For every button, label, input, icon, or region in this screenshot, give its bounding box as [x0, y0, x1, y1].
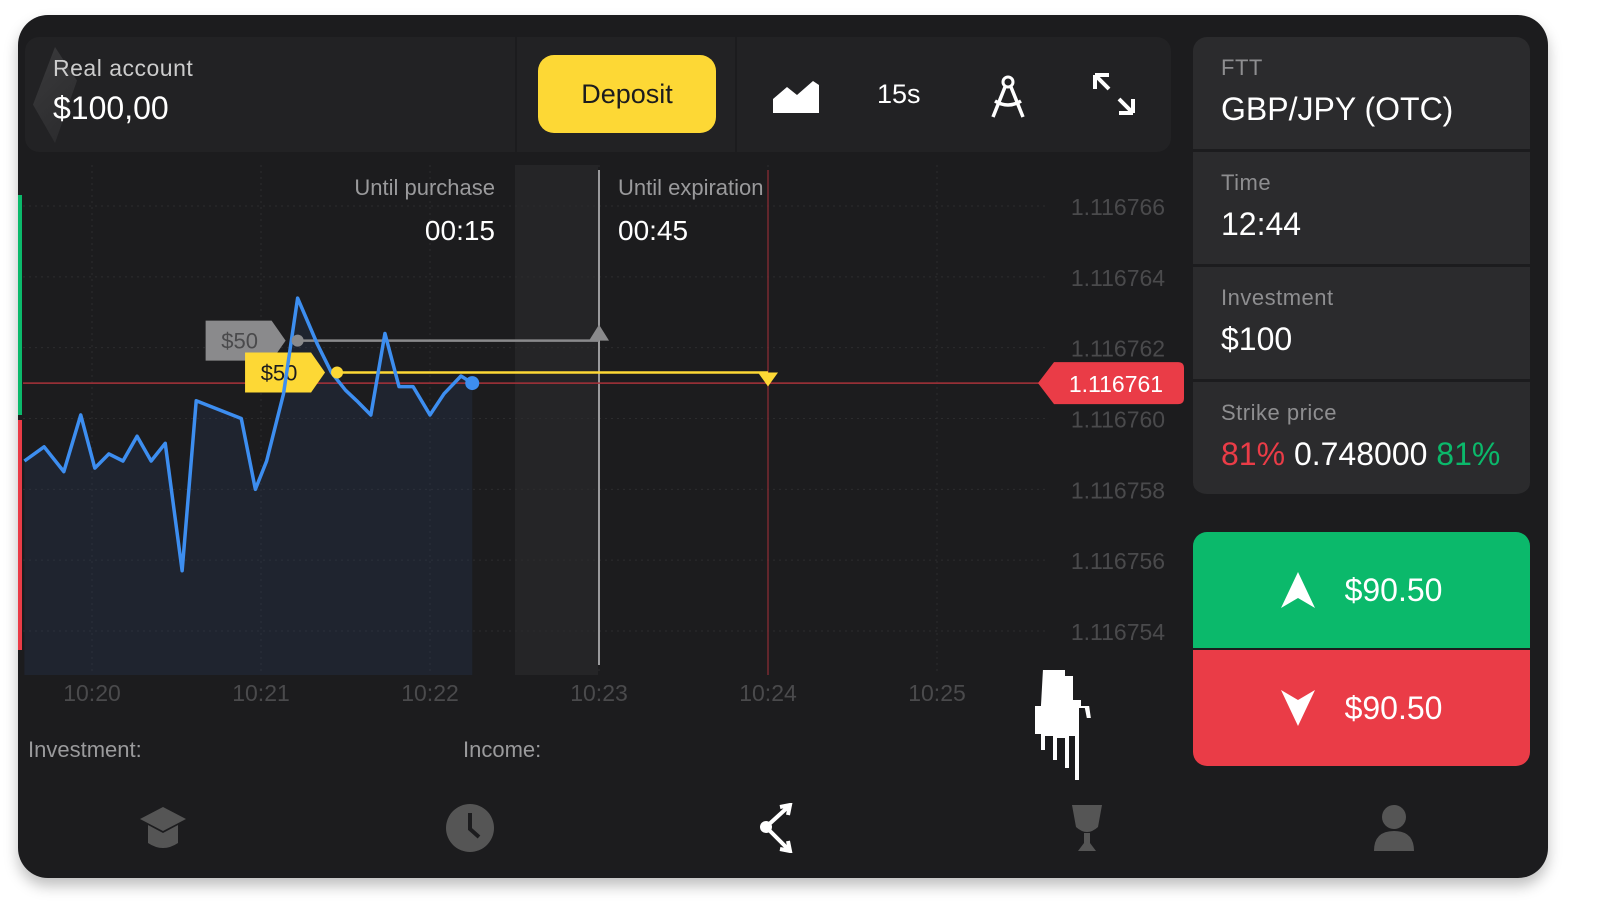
- until-purchase-label: Until purchase: [354, 175, 495, 200]
- time-field[interactable]: Time 12:44: [1193, 152, 1530, 267]
- y-tick-label: 1.116756: [1071, 548, 1165, 574]
- top-bar: Real account $100,00 Deposit 15s: [25, 37, 1171, 152]
- investment-value: $100: [1221, 321, 1293, 357]
- x-tick-label: 10:22: [401, 680, 459, 706]
- strike-label: Strike price: [1221, 400, 1338, 425]
- strike-value: 0.748000: [1293, 436, 1428, 472]
- x-tick-label: 10:25: [908, 680, 966, 706]
- y-tick-label: 1.116758: [1071, 477, 1165, 503]
- divider: [735, 37, 737, 152]
- share-icon[interactable]: [758, 803, 798, 853]
- account-selector[interactable]: Real account $100,00: [53, 55, 193, 127]
- until-expiration-timer: 00:45: [618, 215, 689, 246]
- purchase-zone: [515, 165, 598, 675]
- x-tick-label: 10:21: [232, 680, 290, 706]
- investment-label: Investment: [1221, 285, 1334, 310]
- income-summary-label: Income:: [463, 737, 542, 762]
- current-price-label: 1.116761: [1069, 371, 1163, 397]
- current-price-badge: [1038, 362, 1184, 405]
- until-expiration-label: Until expiration: [618, 175, 764, 200]
- trade-open-dot: [331, 366, 344, 379]
- time-value: 12:44: [1221, 206, 1302, 242]
- payout-up: 81%: [1436, 436, 1501, 472]
- compass-icon[interactable]: [989, 73, 1027, 119]
- down-amount: $90.50: [1344, 689, 1443, 726]
- area-chart-icon[interactable]: [773, 77, 819, 113]
- down-volume-bar: [18, 420, 22, 650]
- trade-open-dot: [291, 334, 304, 347]
- price-line: [23, 296, 474, 573]
- y-tick-label: 1.116762: [1071, 336, 1165, 362]
- x-tick-label: 10:23: [570, 680, 628, 706]
- price-area: [24, 298, 473, 675]
- arrow-down-icon: [1280, 690, 1315, 726]
- clock-icon[interactable]: [445, 803, 495, 853]
- trading-app: 1.116766 1.116764 1.116762 1.116760 1.116758…: [18, 15, 1548, 878]
- buy-down-button[interactable]: $90.50: [1193, 650, 1530, 766]
- y-tick-label: 1.116760: [1071, 407, 1165, 433]
- x-tick-label: 10:24: [739, 680, 797, 706]
- timeframe-button[interactable]: 15s: [877, 79, 921, 109]
- trade-tag: [205, 320, 286, 361]
- price-chart[interactable]: 1.116766 1.116764 1.116762 1.116760 1.116758…: [18, 15, 1548, 715]
- y-tick-label: 1.116754: [1071, 619, 1165, 645]
- y-tick-label: 1.116766: [1071, 194, 1165, 220]
- up-volume-bar: [18, 195, 22, 415]
- payout-down: 81%: [1221, 436, 1286, 472]
- investment-field[interactable]: Investment $100: [1193, 267, 1530, 382]
- up-amount: $90.50: [1344, 571, 1443, 608]
- deposit-button[interactable]: Deposit: [538, 55, 716, 133]
- asset-name: GBP/JPY (OTC): [1221, 91, 1454, 127]
- trade-amount: $50: [261, 360, 298, 385]
- trophy-icon[interactable]: [1062, 803, 1112, 853]
- trade-marker: [758, 372, 778, 387]
- arrow-up-icon: [1280, 572, 1315, 608]
- trade-amount: $50: [221, 329, 258, 354]
- current-point: [465, 376, 480, 391]
- asset-label: FTT: [1221, 55, 1263, 80]
- graduation-cap-icon[interactable]: [138, 803, 188, 853]
- until-purchase-timer: 00:15: [424, 215, 495, 246]
- y-tick-label: 1.116764: [1071, 265, 1165, 291]
- balance: $100,00: [53, 90, 169, 126]
- asset-selector[interactable]: FTT GBP/JPY (OTC): [1193, 37, 1530, 152]
- buy-up-button[interactable]: $90.50: [1193, 532, 1530, 648]
- user-icon[interactable]: [1372, 803, 1416, 853]
- investment-summary-label: Investment:: [28, 737, 142, 762]
- expand-icon[interactable]: [1093, 73, 1135, 115]
- pointer-hand-icon: [1033, 668, 1094, 781]
- trade-panel: FTT GBP/JPY (OTC) Time 12:44 Investment …: [1193, 37, 1530, 497]
- trade-marker: [589, 324, 609, 341]
- x-tick-label: 10:20: [63, 680, 121, 706]
- time-label: Time: [1221, 170, 1272, 195]
- strike-price-field[interactable]: Strike price 81% 0.748000 81%: [1193, 382, 1530, 497]
- divider: [515, 37, 517, 152]
- account-label: Real account: [53, 55, 194, 81]
